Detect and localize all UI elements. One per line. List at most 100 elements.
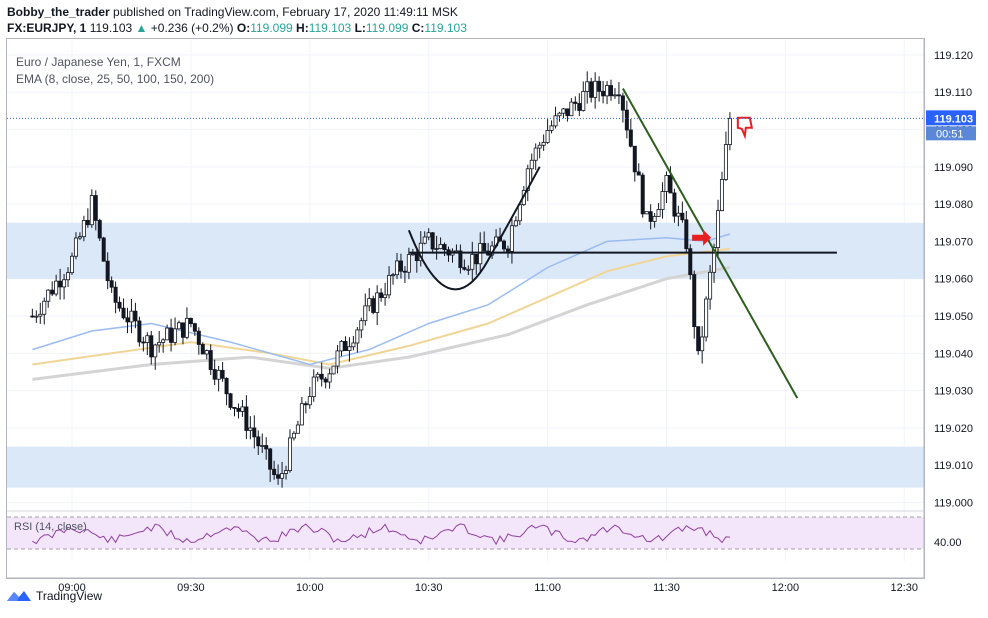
candle-body	[216, 369, 221, 380]
symbol-label[interactable]: FX:EURJPY, 1	[7, 21, 87, 35]
candle-body	[85, 220, 90, 226]
time-tick-label: 10:30	[415, 582, 443, 594]
candle-body	[169, 327, 174, 343]
candle-body	[442, 244, 447, 251]
candle-body	[387, 275, 392, 296]
candle-body	[680, 212, 685, 221]
candle-body	[121, 307, 126, 319]
candle-body	[708, 271, 713, 300]
candle-body	[34, 315, 39, 318]
candle-body	[363, 305, 368, 322]
candle-body	[145, 335, 150, 343]
candle-body	[141, 341, 146, 344]
support-resistance-zones	[7, 222, 924, 488]
candle-body	[672, 192, 677, 217]
candle-body	[331, 365, 336, 375]
candle-body	[533, 147, 538, 161]
candle-body	[236, 408, 241, 412]
candle-body	[482, 243, 487, 252]
candle-body	[692, 274, 697, 328]
price-tick-label: 119.050	[934, 311, 973, 323]
price-tick-label: 119.000	[934, 498, 973, 510]
candle-body	[192, 323, 197, 332]
candle-body	[232, 407, 237, 409]
candle-body	[422, 236, 427, 244]
candle-body	[81, 220, 86, 238]
candle-body	[220, 369, 225, 379]
candle-body	[307, 396, 312, 406]
rsi-label: RSI (14, close)	[14, 521, 87, 533]
current-price-text: 119.103	[934, 113, 973, 125]
candle-body	[648, 211, 653, 222]
drawings[interactable]	[407, 88, 837, 399]
candle-body	[339, 340, 344, 352]
candle-body	[125, 317, 130, 323]
candle-body	[208, 350, 213, 370]
candle-body	[652, 215, 657, 222]
candle-body	[173, 328, 178, 343]
footer[interactable]: TradingView	[6, 589, 102, 603]
candle-body	[656, 209, 661, 217]
chart-legend: Euro / Japanese Yen, 1, FXCM EMA (8, clo…	[16, 54, 214, 88]
candle-body	[545, 130, 550, 143]
candle-body	[406, 254, 411, 273]
candle-body	[414, 253, 419, 262]
candle-body	[593, 80, 598, 98]
candle-body	[644, 211, 649, 215]
candle-body	[394, 260, 399, 276]
candle-body	[632, 145, 637, 173]
high-value: 119.103	[308, 21, 352, 35]
candle-body	[129, 310, 134, 323]
current-price-badge	[926, 110, 976, 126]
candle-body	[264, 445, 269, 450]
candle-body	[157, 341, 162, 346]
ema-line-slow	[32, 266, 731, 381]
ema-line-mid	[32, 247, 731, 366]
candles	[30, 71, 732, 488]
candle-body	[426, 232, 431, 238]
time-tick-label: 10:00	[296, 582, 324, 594]
candle-body	[212, 369, 217, 380]
candle-body	[430, 232, 435, 250]
open-label: O:	[236, 21, 251, 35]
candle-body	[660, 191, 665, 210]
axes: 119.120119.110119.100119.090119.080119.0…	[7, 38, 976, 594]
price-tick-label: 119.010	[934, 460, 973, 472]
candle-body	[375, 292, 380, 313]
candle-body	[311, 376, 316, 398]
candle-body	[605, 85, 610, 97]
candle-body	[117, 301, 122, 309]
time-tick-label: 09:30	[177, 582, 205, 594]
candle-body	[379, 292, 384, 298]
candle-body	[73, 237, 78, 257]
candle-body	[581, 91, 586, 111]
ema-lines	[32, 233, 731, 381]
price-tick-label: 119.090	[934, 162, 973, 174]
candle-body	[149, 335, 154, 358]
candle-body	[668, 175, 673, 194]
candle-body	[280, 473, 285, 479]
author-name[interactable]: Bobby_the_trader	[7, 5, 110, 19]
low-label: L:	[354, 21, 366, 35]
candle-body	[224, 377, 229, 395]
candle-body	[676, 212, 681, 217]
candle-body	[577, 103, 582, 111]
candle-body	[462, 267, 467, 270]
candle-body	[351, 342, 356, 348]
candle-body	[723, 144, 728, 180]
time-tick-label: 12:00	[772, 582, 800, 594]
candle-body	[509, 225, 514, 252]
candle-body	[319, 373, 324, 380]
candle-body	[204, 350, 209, 355]
candle-body	[636, 171, 641, 176]
candle-body	[177, 322, 182, 330]
candle-body	[299, 403, 304, 426]
candle-body	[58, 280, 63, 288]
published-text: published on TradingView.com, February 1…	[113, 5, 458, 19]
red-arrow-icon	[692, 229, 712, 246]
candle-body	[315, 373, 320, 378]
candle-body	[553, 115, 558, 127]
candle-body	[244, 406, 249, 431]
candle-body	[200, 344, 205, 355]
